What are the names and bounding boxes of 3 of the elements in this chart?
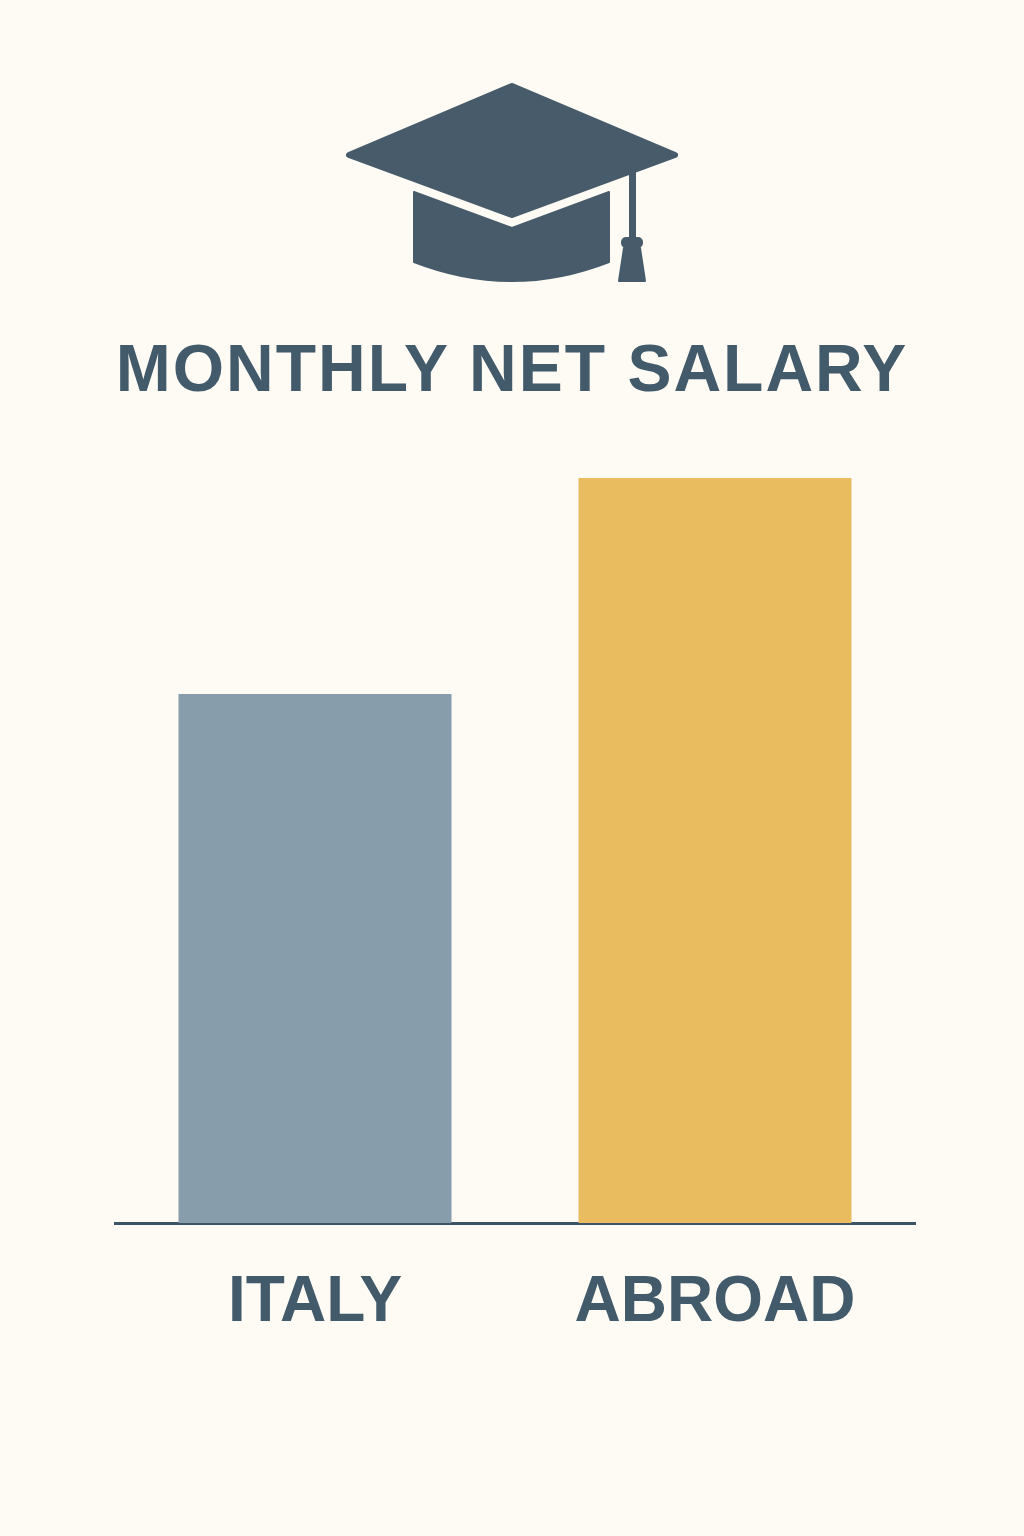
x-tick-label: ABROAD xyxy=(574,1263,856,1336)
x-tick-label: ITALY xyxy=(227,1263,403,1336)
chart-title: MONTHLY NET SALARY xyxy=(114,330,910,407)
